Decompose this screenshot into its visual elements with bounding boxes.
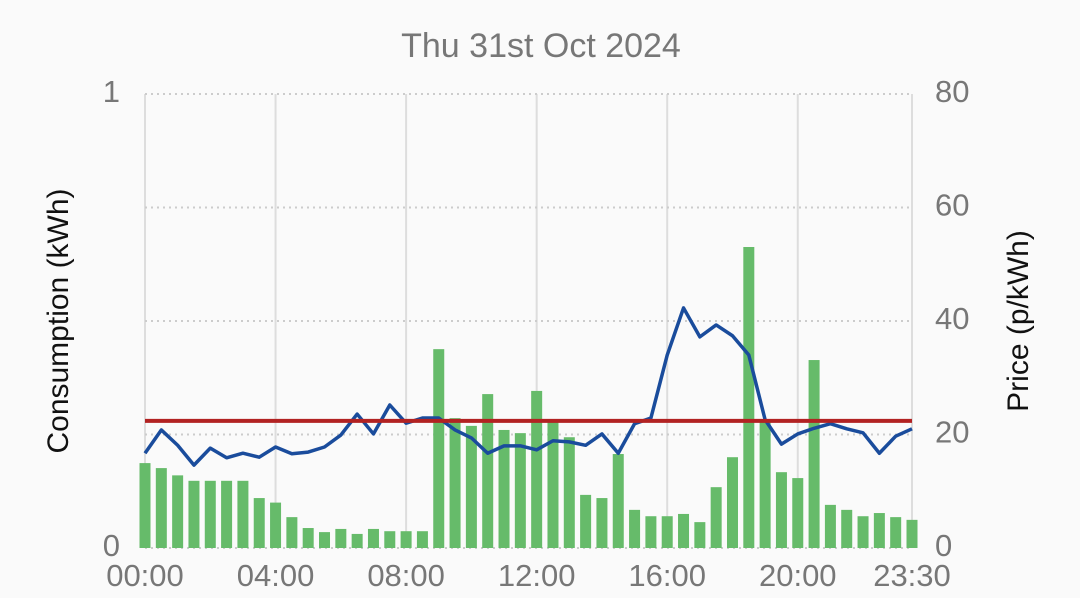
bar bbox=[416, 531, 428, 548]
x-tick-label: 23:30 bbox=[873, 558, 951, 593]
y-tick-label: 0 bbox=[103, 528, 120, 563]
y2-tick-label: 40 bbox=[935, 301, 969, 336]
bar bbox=[873, 513, 885, 548]
bar bbox=[678, 513, 690, 548]
bar bbox=[237, 480, 249, 548]
bar bbox=[155, 468, 167, 548]
y2-tick-label: 0 bbox=[935, 528, 952, 563]
y-tick-label: 1 bbox=[103, 74, 120, 109]
bar bbox=[759, 421, 771, 548]
bar bbox=[824, 504, 836, 548]
bar bbox=[221, 480, 233, 548]
x-tick-label: 08:00 bbox=[367, 558, 445, 593]
bar bbox=[743, 246, 755, 549]
bar bbox=[335, 528, 347, 548]
bar bbox=[384, 531, 396, 548]
x-tick-label: 00:00 bbox=[106, 558, 184, 593]
bar bbox=[857, 516, 869, 548]
bar bbox=[204, 480, 216, 548]
x-tick-label: 20:00 bbox=[759, 558, 837, 593]
bar bbox=[710, 487, 722, 548]
bar bbox=[531, 390, 543, 548]
bar bbox=[465, 425, 477, 548]
y2-tick-label: 20 bbox=[935, 415, 969, 450]
bar bbox=[449, 418, 461, 548]
y2-axis-title: Price (p/kWh) bbox=[1002, 230, 1035, 412]
bar bbox=[188, 480, 200, 548]
bar bbox=[367, 528, 379, 548]
bar bbox=[498, 429, 510, 548]
x-tick-label: 16:00 bbox=[628, 558, 706, 593]
bar bbox=[629, 509, 641, 548]
bar bbox=[547, 419, 559, 548]
bar bbox=[172, 475, 184, 548]
bar bbox=[841, 509, 853, 548]
bar bbox=[792, 478, 804, 548]
bar bbox=[400, 531, 412, 548]
bar bbox=[302, 528, 314, 548]
bar bbox=[319, 532, 331, 548]
bar bbox=[890, 517, 902, 548]
bar bbox=[645, 516, 657, 548]
chart-title: Thu 31st Oct 2024 bbox=[401, 27, 681, 65]
bar bbox=[612, 454, 624, 548]
bar bbox=[286, 517, 298, 548]
bar bbox=[433, 349, 445, 548]
bar bbox=[906, 519, 918, 548]
y2-tick-label: 80 bbox=[935, 74, 969, 109]
bar bbox=[563, 437, 575, 548]
bar bbox=[808, 360, 820, 548]
bar bbox=[514, 433, 526, 548]
bar bbox=[580, 494, 592, 548]
y2-tick-label: 60 bbox=[935, 188, 969, 223]
bar bbox=[270, 502, 282, 548]
price-line bbox=[143, 306, 913, 467]
bar bbox=[775, 472, 787, 548]
bar bbox=[139, 463, 151, 548]
y-axis-title: Consumption (kWh) bbox=[42, 188, 75, 453]
bar bbox=[726, 457, 738, 548]
x-tick-label: 04:00 bbox=[237, 558, 315, 593]
bar bbox=[351, 533, 363, 548]
bar bbox=[482, 394, 494, 548]
bar bbox=[694, 522, 706, 548]
bar bbox=[596, 498, 608, 548]
bar bbox=[253, 498, 265, 548]
x-tick-label: 12:00 bbox=[498, 558, 576, 593]
bar bbox=[661, 516, 673, 548]
